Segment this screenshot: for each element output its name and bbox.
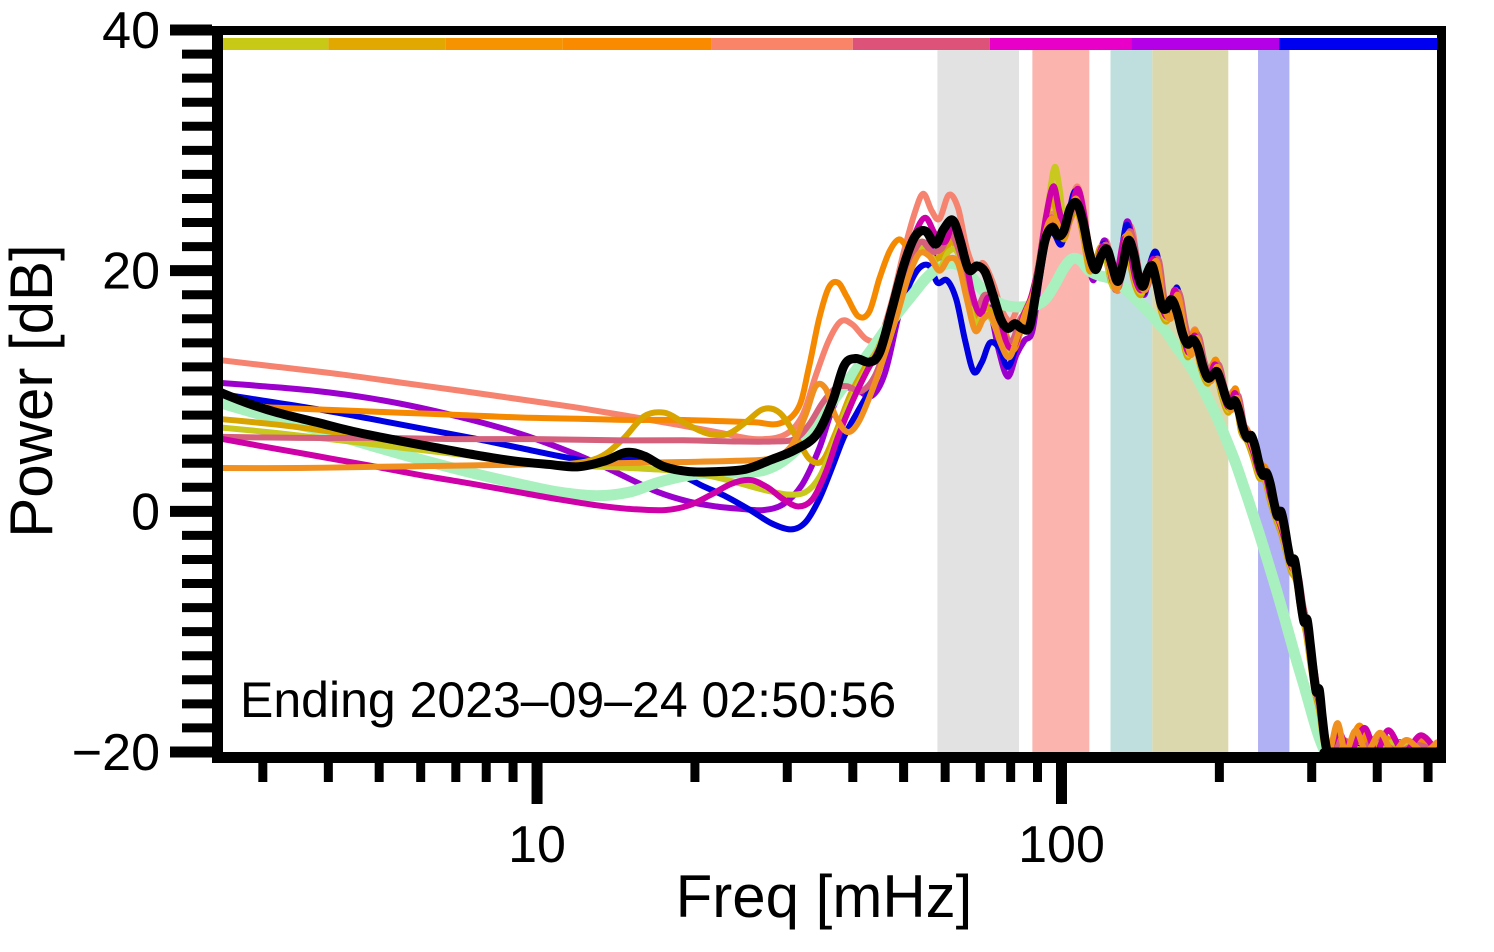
axis-spine-top [212, 26, 1443, 35]
y-tick-label: 40 [102, 2, 160, 60]
axis-spine-bottom [212, 752, 1443, 763]
band-khaki [1152, 38, 1229, 752]
ending-timestamp-annotation: Ending 2023‒09‒24 02:50:56 [240, 672, 896, 728]
y-tick-label: 0 [131, 483, 160, 541]
colorbar-seg-1 [212, 38, 329, 50]
band-lilac [1258, 38, 1290, 752]
y-axis-title: Power [dB] [0, 244, 65, 537]
axis-ticks [170, 24, 1433, 804]
x-tick-label: 10 [508, 816, 566, 874]
y-tick-label: 20 [102, 243, 160, 301]
colorbar-seg-2 [328, 38, 446, 50]
x-axis-title: Freq [mHz] [676, 863, 973, 930]
axis-tick-labels: 40 20 0 −20 10 100 [72, 2, 1105, 874]
axis-spine-right [1437, 26, 1446, 763]
colorbar-seg-9 [1279, 38, 1437, 50]
colorbar-seg-5 [711, 38, 853, 50]
band-pink [1032, 38, 1090, 752]
band-gray [937, 38, 1020, 752]
x-tick-label: 100 [1018, 816, 1105, 874]
axes-frame [212, 26, 1446, 763]
band-teal [1110, 38, 1153, 752]
colorbar-seg-6 [852, 38, 990, 50]
colorbar-seg-8 [1131, 38, 1280, 50]
colorbar-seg-3 [445, 38, 563, 50]
colorbar-seg-7 [989, 38, 1132, 50]
axis-spine-left [212, 26, 223, 763]
colorbar-seg-4 [562, 38, 712, 50]
y-tick-label: −20 [72, 724, 160, 782]
shaded-frequency-bands [937, 38, 1290, 752]
time-progression-colorbar [212, 38, 1437, 50]
series-median [212, 197, 1437, 752]
spectra-curves [212, 163, 1437, 752]
